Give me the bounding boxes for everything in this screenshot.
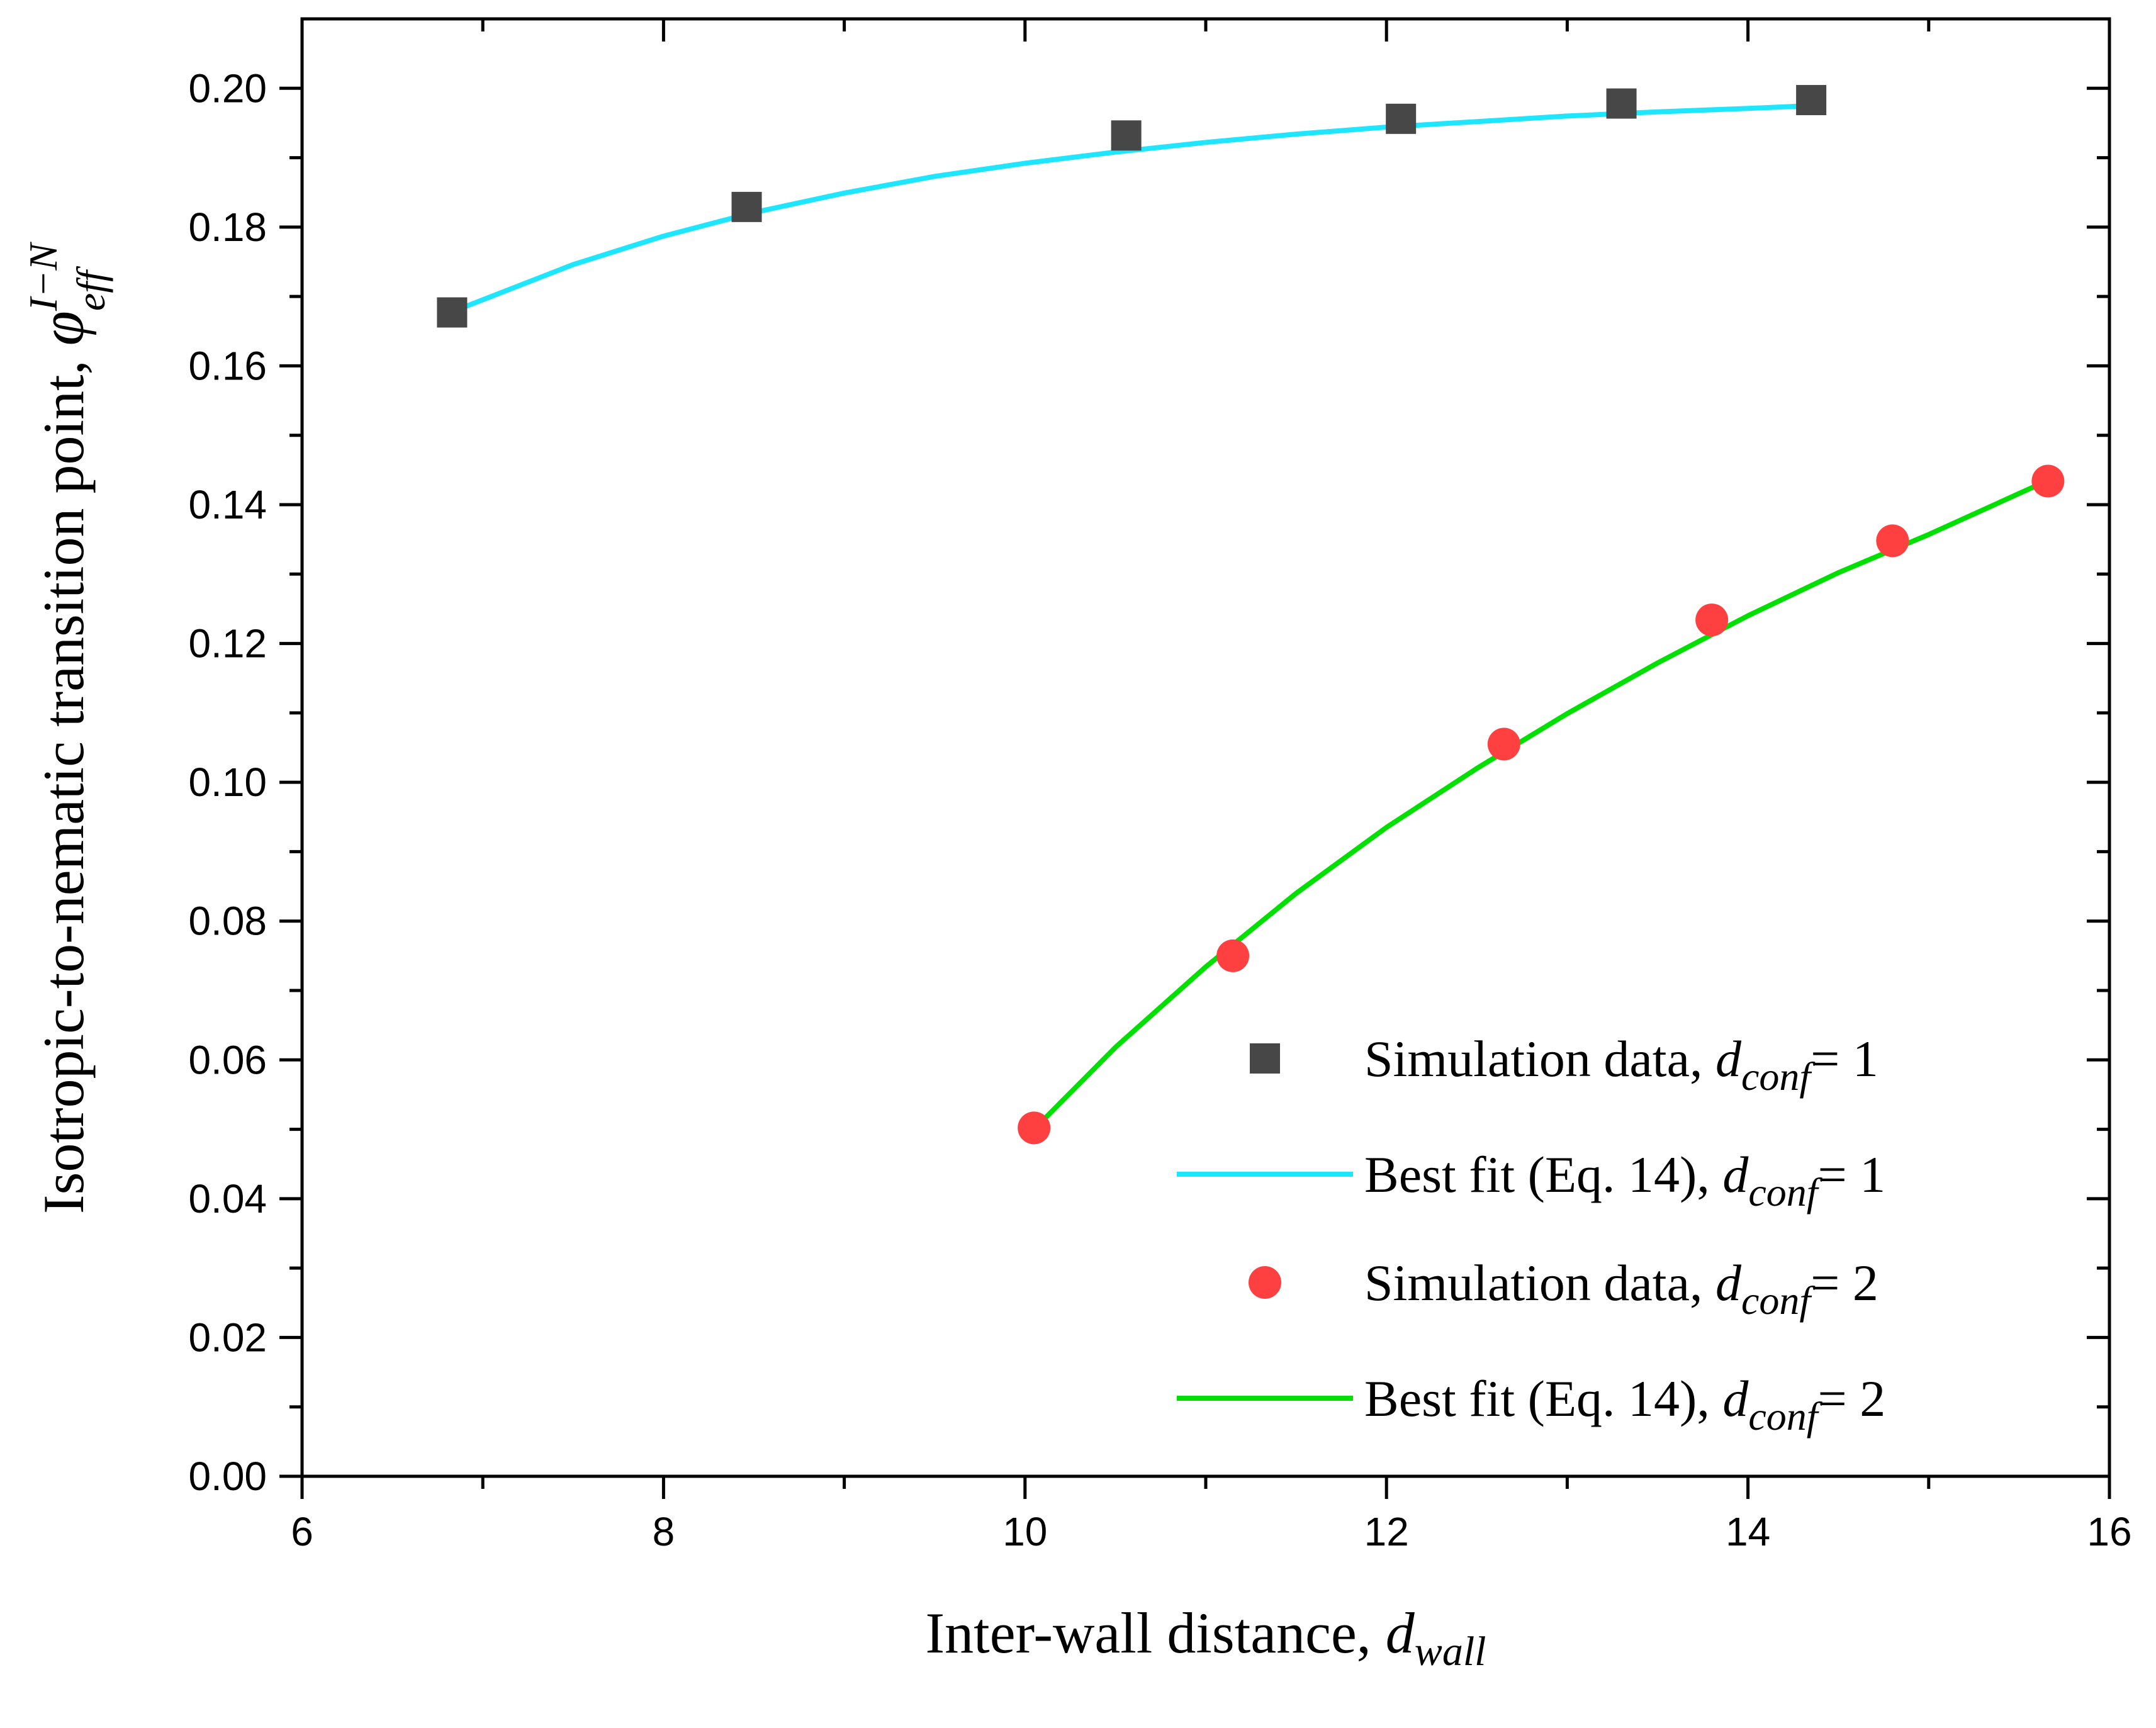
legend-entry-3: Simulation data, dconf= 2 <box>1364 1254 1878 1323</box>
x-tick-label: 6 <box>291 1509 313 1554</box>
y-tick-label: 0.20 <box>188 65 267 111</box>
x-axis: 6 8 10 12 14 16 <box>291 19 2132 1554</box>
legend-suffix: = 1 <box>1818 1146 1886 1203</box>
legend-circle-marker <box>1249 1266 1281 1299</box>
x-tick-label: 10 <box>1002 1509 1047 1554</box>
data-point-circle <box>1876 524 1909 558</box>
data-point-square <box>731 191 762 222</box>
y-tick-label: 0.14 <box>188 482 267 527</box>
legend-symbol: d <box>1722 1370 1749 1427</box>
x-axis-title: Inter-wall distance, dwall <box>926 1601 1486 1675</box>
y-axis: 0.00 0.02 0.04 0.06 0.08 0.10 0.12 0.14 0.16 0.18… <box>188 65 2109 1499</box>
data-point-circle <box>1695 603 1729 637</box>
legend-subscript: conf <box>1741 1054 1816 1099</box>
x-tick-label: 16 <box>2087 1509 2131 1554</box>
x-tick-label: 12 <box>1364 1509 1409 1554</box>
data-point-square <box>1386 103 1417 134</box>
legend-symbol: d <box>1715 1254 1742 1311</box>
data-point-circle <box>2031 464 2065 498</box>
y-tick-label: 0.16 <box>188 343 267 388</box>
x-tick-label: 14 <box>1726 1509 1770 1554</box>
y-tick-label: 0.08 <box>188 899 267 944</box>
data-point-circle <box>1018 1111 1051 1145</box>
data-point-circle <box>1487 727 1520 761</box>
data-point-circle <box>1216 939 1250 972</box>
data-point-square <box>1111 120 1142 151</box>
legend-text-main: Best fit (Eq. 14), <box>1364 1146 1722 1203</box>
y-tick-label: 0.04 <box>188 1176 267 1221</box>
legend-text-main: Best fit (Eq. 14), <box>1364 1370 1722 1427</box>
legend-subscript: conf <box>1748 1170 1822 1215</box>
y-tick-label: 0.18 <box>188 205 267 250</box>
legend-suffix: = 1 <box>1811 1030 1878 1087</box>
legend-subscript: conf <box>1748 1394 1822 1439</box>
data-point-square <box>437 297 468 328</box>
legend-entry-2: Best fit (Eq. 14), dconf= 1 <box>1364 1146 1885 1215</box>
y-axis-title-subscript: eff <box>69 266 113 311</box>
data-point-square <box>1796 85 1827 116</box>
x-axis-title-main: Inter-wall distance, <box>926 1601 1386 1665</box>
series-layer <box>437 85 2065 1145</box>
y-axis-title-superscript: I−N <box>21 242 65 312</box>
legend-symbol: d <box>1715 1030 1742 1087</box>
y-axis-title-main: Isotropic-to-nematic transition point, <box>31 345 96 1214</box>
y-axis-title: Isotropic-to-nematic transition point, φ… <box>21 242 113 1215</box>
legend-suffix: = 2 <box>1811 1254 1878 1311</box>
legend-text-main: Simulation data, <box>1364 1254 1715 1311</box>
legend-square-marker <box>1250 1043 1280 1074</box>
legend-entry-1: Simulation data, dconf= 1 <box>1364 1030 1878 1099</box>
x-tick-label: 8 <box>653 1509 675 1554</box>
y-tick-label: 0.00 <box>188 1454 267 1499</box>
legend-subscript: conf <box>1741 1278 1816 1323</box>
legend-suffix: = 2 <box>1818 1370 1886 1427</box>
x-axis-title-symbol: d <box>1386 1601 1415 1665</box>
y-tick-label: 0.02 <box>188 1315 267 1360</box>
y-tick-label: 0.06 <box>188 1037 267 1082</box>
data-point-square <box>1606 88 1637 119</box>
y-tick-label: 0.10 <box>188 760 267 805</box>
legend-entry-4: Best fit (Eq. 14), dconf= 2 <box>1364 1370 1885 1439</box>
y-axis-title-symbol: φ <box>27 311 97 345</box>
x-axis-title-subscript: wall <box>1415 1629 1486 1675</box>
legend-symbol: d <box>1722 1146 1749 1203</box>
fit-line-series-4 <box>1031 478 2051 1132</box>
legend-text-main: Simulation data, <box>1364 1030 1715 1087</box>
y-tick-label: 0.12 <box>188 621 267 666</box>
